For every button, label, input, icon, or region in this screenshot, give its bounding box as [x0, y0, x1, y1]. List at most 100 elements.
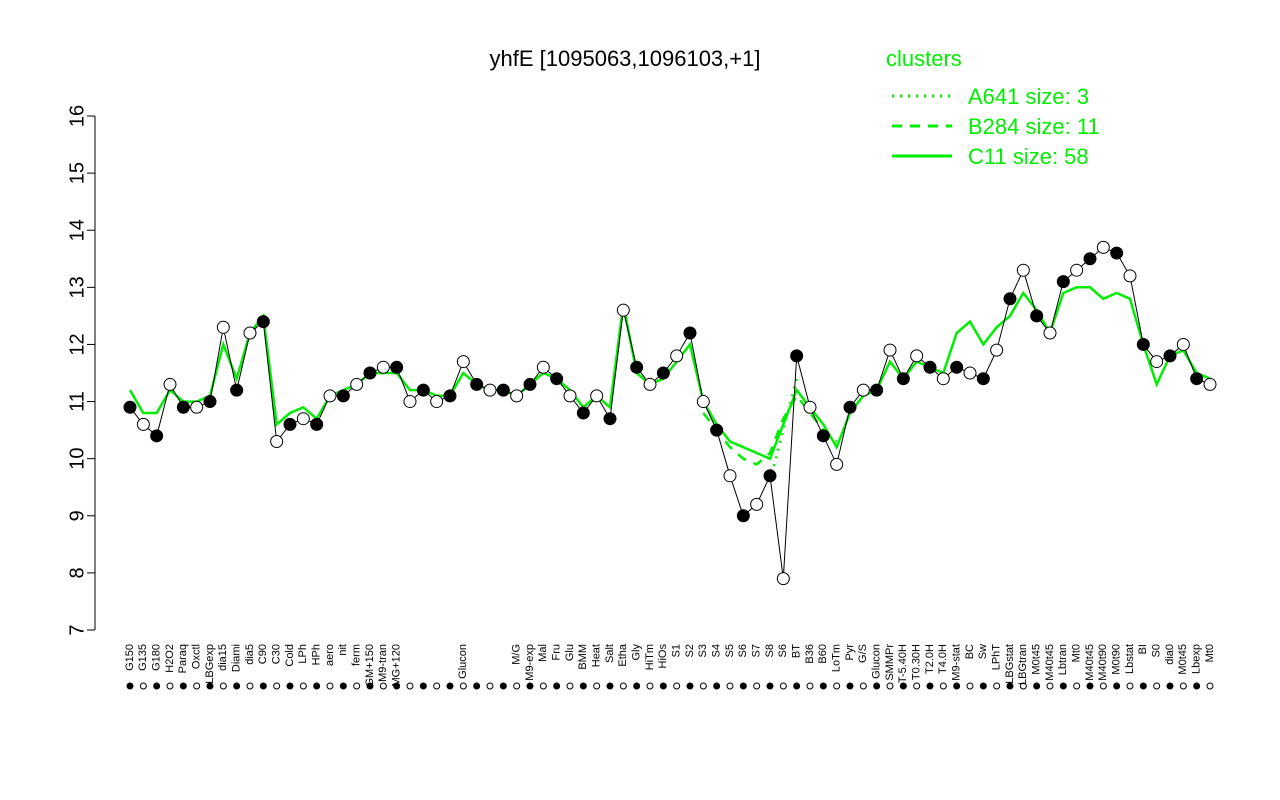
x-tick-label: T0.30H: [911, 644, 923, 680]
x-tick-label: LBGtran: [1017, 644, 1029, 685]
rug-mark: [846, 682, 854, 690]
y-tick-label: 8: [66, 567, 88, 578]
x-tick-label: aero: [324, 644, 336, 666]
x-tick-label: S0: [1151, 644, 1163, 657]
data-point: [163, 377, 177, 391]
rug-mark: [1179, 682, 1187, 690]
x-tick-label: SMMPr: [884, 644, 896, 681]
x-tick-label: dia0: [1164, 644, 1176, 665]
data-point: [270, 435, 284, 449]
data-point: [376, 360, 390, 374]
y-tick-label: 13: [66, 276, 88, 298]
x-tick-label: LPh: [297, 644, 309, 664]
data-point: [910, 349, 924, 363]
x-tick-label: G/S: [857, 644, 869, 663]
rug-mark: [1113, 682, 1121, 690]
data-point: [590, 389, 604, 403]
data-point: [896, 372, 910, 386]
x-tick-label: T2.0H: [924, 644, 936, 674]
data-point: [576, 406, 590, 420]
data-point: [1163, 349, 1177, 363]
data-point: [523, 377, 537, 391]
rug-mark: [1099, 682, 1107, 690]
x-tick-label: GM+150: [364, 644, 376, 687]
rug-mark: [539, 682, 547, 690]
rug-mark: [393, 682, 401, 690]
x-tick-label: S4: [711, 644, 723, 657]
rug-mark: [273, 682, 281, 690]
rug-mark: [713, 682, 721, 690]
data-point: [736, 509, 750, 523]
rug-mark: [153, 682, 161, 690]
data-point: [430, 395, 444, 409]
x-tick-label: S1: [671, 644, 683, 657]
x-tick-label: C30: [271, 644, 283, 664]
data-point: [176, 400, 190, 414]
data-point: [123, 400, 137, 414]
data-point: [763, 469, 777, 483]
x-tick-label: G150: [124, 644, 136, 671]
data-line: [129, 246, 1211, 579]
rug-mark: [926, 682, 934, 690]
data-point: [630, 360, 644, 374]
cluster-line: [128, 286, 1211, 461]
data-point: [643, 377, 657, 391]
data-point: [670, 349, 684, 363]
data-point: [710, 423, 724, 437]
data-point: [203, 395, 217, 409]
rug-mark: [366, 682, 374, 690]
data-point: [843, 400, 857, 414]
rug-mark: [939, 682, 947, 690]
rug-mark: [873, 682, 881, 690]
data-point: [830, 457, 844, 471]
data-point: [563, 389, 577, 403]
x-tick-label: LBGexp: [204, 644, 216, 684]
x-tick-label: S8: [764, 644, 776, 657]
x-tick-label: Gly: [631, 644, 643, 661]
data-point: [390, 360, 404, 374]
x-tick-label: HiOs: [657, 644, 669, 669]
rug-mark: [1033, 682, 1041, 690]
x-tick-label: Glucon: [871, 644, 883, 679]
x-tick-label: Glucon: [457, 644, 469, 679]
rug-mark: [979, 682, 987, 690]
rug-mark: [913, 682, 921, 690]
data-point: [456, 355, 470, 369]
data-point: [656, 366, 670, 380]
x-tick-label: M40t90: [1097, 644, 1109, 681]
data-point: [603, 412, 617, 426]
x-tick-label: LBGstat: [1004, 644, 1016, 684]
data-point: [1043, 326, 1057, 340]
rug-mark: [766, 682, 774, 690]
data-point: [310, 417, 324, 431]
rug-mark: [1006, 682, 1014, 690]
rug-mark: [473, 682, 481, 690]
rug-mark: [206, 682, 214, 690]
y-tick-label: 9: [66, 510, 88, 521]
rug-mark: [233, 682, 241, 690]
data-point: [923, 360, 937, 374]
rug-mark: [606, 682, 614, 690]
data-point: [1136, 337, 1150, 351]
data-point: [1110, 246, 1124, 260]
x-tick-label: BI: [1137, 644, 1149, 654]
data-point: [616, 303, 630, 317]
x-tick-label: dia5: [244, 644, 256, 665]
rug-mark: [499, 682, 507, 690]
x-tick-label: BC: [964, 644, 976, 659]
x-tick-label: M40t45: [1044, 644, 1056, 681]
rug-mark: [686, 682, 694, 690]
data-point: [790, 349, 804, 363]
rug-mark: [313, 682, 321, 690]
data-point: [296, 412, 310, 426]
legend-label: A641 size: 3: [968, 84, 1089, 109]
rug-mark: [139, 682, 147, 690]
x-tick-label: M40t45: [1084, 644, 1096, 681]
rug-mark: [299, 682, 307, 690]
rug-mark: [433, 682, 441, 690]
x-tick-label: LoTm: [831, 644, 843, 672]
data-point: [1203, 377, 1217, 391]
x-tick-label: T-5.40H: [897, 644, 909, 683]
legend-label: C11 size: 58: [968, 144, 1089, 169]
rug-mark: [193, 682, 201, 690]
